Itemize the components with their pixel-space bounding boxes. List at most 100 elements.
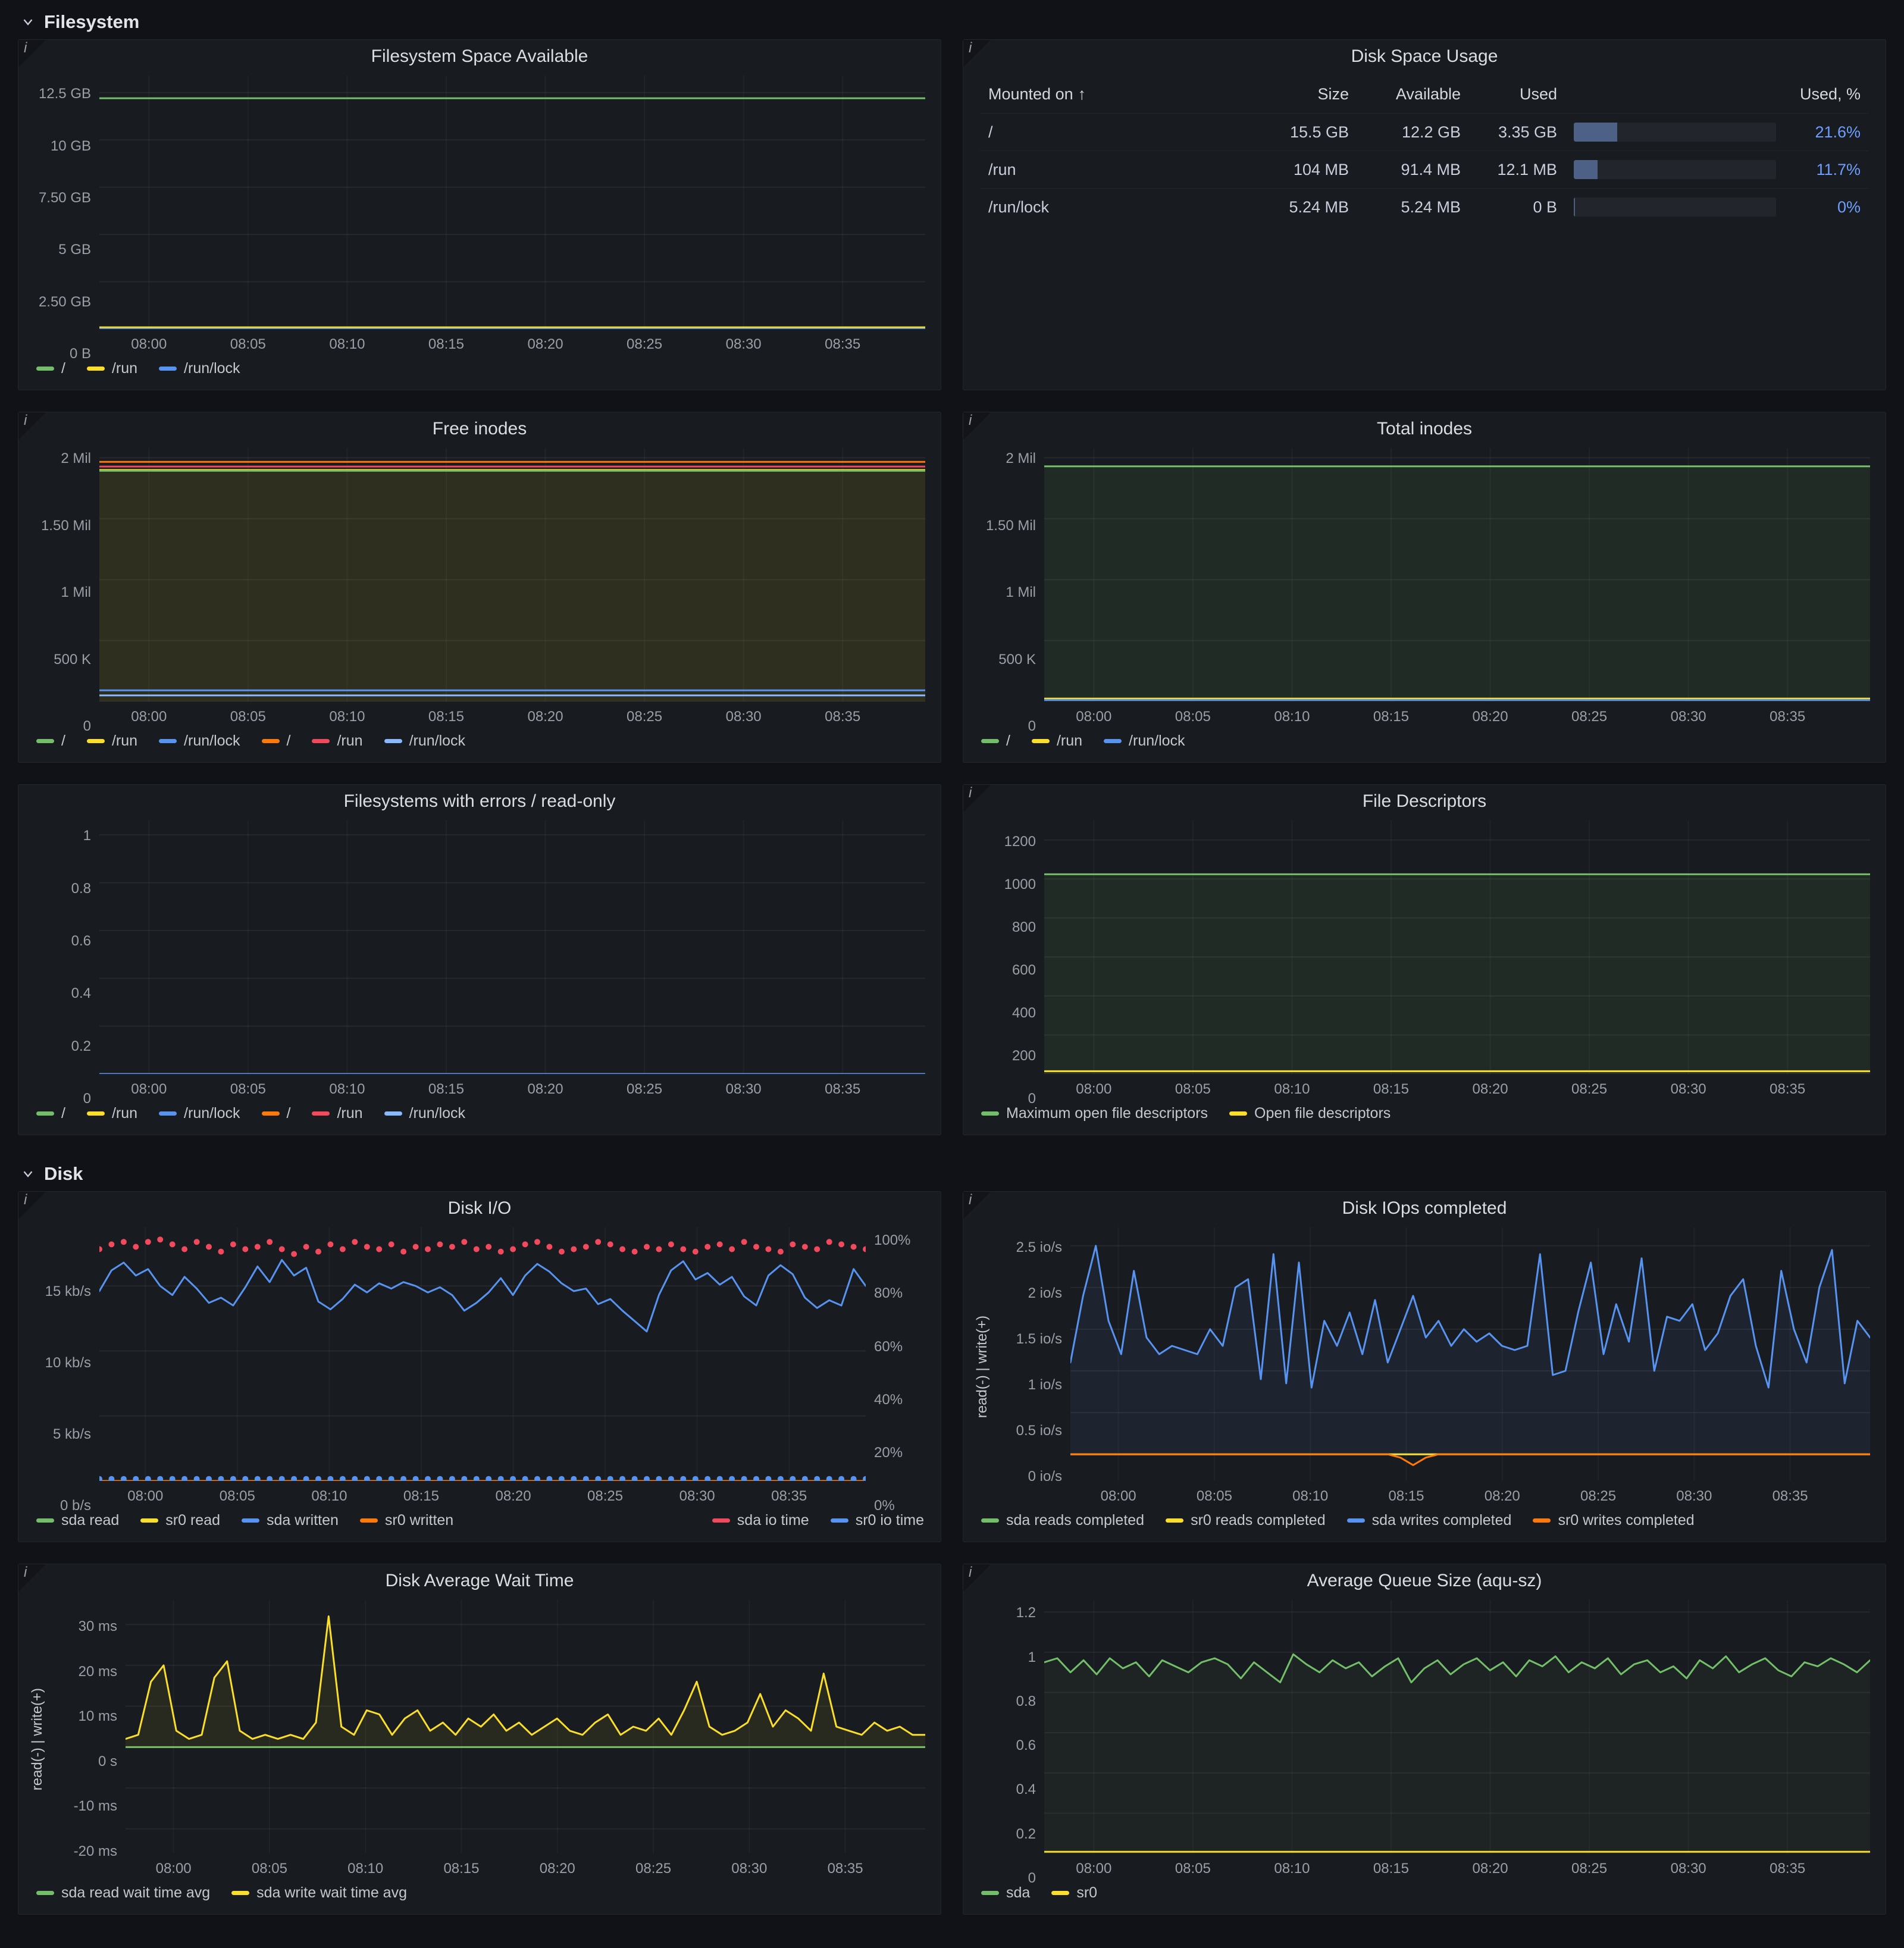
x-tick-label: 08:20 (1472, 1861, 1508, 1877)
legend-label: sda io time (737, 1512, 809, 1529)
panel-title[interactable]: File Descriptors (1362, 791, 1487, 811)
legend-item[interactable]: /run (86, 1105, 137, 1122)
column-header-used-pct[interactable]: Used, % (1799, 85, 1861, 103)
legend-item[interactable]: /run/lock (384, 732, 465, 750)
legend-item[interactable]: sda (981, 1884, 1030, 1902)
y-tick-label: -10 ms (73, 1798, 117, 1815)
panel-info-icon[interactable]: i (18, 40, 46, 67)
chart-plot[interactable] (1044, 448, 1870, 701)
y-axis-right: 0% 20% 40% 60% 80% 100% (866, 1227, 925, 1514)
legend-item[interactable]: Open file descriptors (1229, 1105, 1391, 1122)
legend-item[interactable]: / (36, 360, 65, 377)
legend-item[interactable]: /run/lock (159, 360, 240, 377)
chart-plot[interactable] (99, 820, 925, 1074)
chart-plot[interactable] (1044, 820, 1870, 1074)
legend-item[interactable]: / (981, 732, 1010, 750)
legend-item[interactable]: Maximum open file descriptors (981, 1105, 1208, 1122)
chart-plot[interactable] (126, 1600, 925, 1853)
x-tick-label: 08:35 (1772, 1488, 1808, 1504)
cell-used-gauge (1565, 151, 1784, 189)
legend-item[interactable]: sda reads completed (981, 1512, 1144, 1529)
x-tick-label: 08:35 (827, 1861, 863, 1877)
panel-info-icon[interactable]: i (963, 1192, 991, 1219)
chart-plot[interactable] (99, 448, 925, 701)
x-tick-label: 08:10 (329, 1081, 365, 1097)
panel-info-icon[interactable]: i (18, 1564, 46, 1592)
panel-title[interactable]: Disk Average Wait Time (385, 1571, 574, 1590)
legend-item[interactable]: /run/lock (1104, 732, 1185, 750)
legend-item[interactable]: sr0 read (140, 1512, 220, 1529)
x-tick-label: 08:20 (539, 1861, 575, 1877)
panel-title[interactable]: Disk I/O (447, 1198, 512, 1218)
legend-item[interactable]: / (36, 1105, 65, 1122)
legend-item[interactable]: /run/lock (159, 732, 240, 750)
column-header-size[interactable]: Size (1317, 85, 1349, 103)
x-tick-label: 08:15 (1373, 1081, 1409, 1097)
legend-swatch (1533, 1518, 1551, 1523)
chart-body: 0 B 2.50 GB 5 GB 7.50 GB 10 GB 12.5 GB 08:00 0… (18, 73, 941, 362)
y-tick-label: 0.4 (71, 985, 91, 1002)
legend-item[interactable]: sr0 reads completed (1166, 1512, 1326, 1529)
x-tick-label: 08:15 (443, 1861, 480, 1877)
legend-swatch (36, 1891, 54, 1895)
chart-plot[interactable] (1070, 1227, 1870, 1481)
chart-plot[interactable] (99, 76, 925, 329)
legend-item[interactable]: /run/lock (384, 1105, 465, 1122)
y-axis: 0 0.2 0.4 0.6 0.8 1 (24, 820, 99, 1107)
panel-title[interactable]: Total inodes (1376, 419, 1473, 439)
cell-available: 5.24 MB (1357, 188, 1469, 226)
legend-item[interactable]: sr0 (1051, 1884, 1097, 1902)
cell-mounted-on: / (980, 113, 1255, 151)
panel-info-icon[interactable]: i (963, 785, 991, 812)
column-header-available[interactable]: Available (1395, 85, 1461, 103)
panel-title[interactable]: Average Queue Size (aqu-sz) (1307, 1571, 1542, 1590)
legend-item[interactable]: sda write wait time avg (231, 1884, 407, 1902)
column-header-mounted-on[interactable]: Mounted on ↑ (988, 85, 1086, 103)
chart-plot[interactable] (99, 1227, 866, 1481)
legend-item[interactable]: sda read wait time avg (36, 1884, 210, 1902)
panel-title[interactable]: Disk IOps completed (1342, 1198, 1507, 1218)
x-tick-label: 08:25 (1571, 709, 1608, 725)
panel-info-icon[interactable]: i (963, 40, 991, 67)
legend-item[interactable]: sr0 io time (830, 1512, 924, 1529)
section-filesystem[interactable]: Filesystem (20, 5, 1886, 39)
legend-item[interactable]: sda writes completed (1346, 1512, 1511, 1529)
panel-free-inodes: i Free inodes 0 500 K 1 Mil 1.50 Mil 2 Mil 0… (18, 412, 941, 763)
panel-info-icon[interactable]: i (18, 412, 46, 440)
x-tick-label: 08:00 (155, 1861, 192, 1877)
table-row: /run 104 MB 91.4 MB 12.1 MB 11.7% (980, 151, 1869, 189)
legend-item[interactable]: /run (312, 732, 363, 750)
legend-label: / (61, 360, 65, 377)
panel-info-icon[interactable]: i (963, 412, 991, 440)
panel-info-icon[interactable]: i (18, 1192, 46, 1219)
legend-item[interactable]: /run (1031, 732, 1082, 750)
legend-item[interactable]: /run (312, 1105, 363, 1122)
legend-item[interactable]: sda read (36, 1512, 119, 1529)
panel-title[interactable]: Free inodes (432, 419, 527, 439)
legend-label: sda read wait time avg (61, 1884, 211, 1901)
panel-title[interactable]: Filesystems with errors / read-only (343, 791, 616, 811)
legend-item[interactable]: /run (86, 732, 137, 750)
legend-item[interactable]: sr0 written (359, 1512, 453, 1529)
column-header-used[interactable]: Used (1519, 85, 1557, 103)
legend-item[interactable]: / (36, 732, 65, 750)
chart-body: 0 b/s 5 kb/s 10 kb/s 15 kb/s 08:00 08:05 08:1… (18, 1225, 941, 1514)
gauge-fill (1574, 160, 1598, 179)
legend-item[interactable]: /run (86, 360, 137, 377)
legend-item[interactable]: sda io time (712, 1512, 809, 1529)
legend-label: Open file descriptors (1254, 1105, 1391, 1122)
legend-item[interactable]: sda written (242, 1512, 339, 1529)
legend-item[interactable]: / (261, 732, 290, 750)
x-axis: 08:00 08:05 08:10 08:15 08:20 08:25 08:30 08:35 (1044, 1853, 1870, 1878)
legend-item[interactable]: sr0 writes completed (1533, 1512, 1695, 1529)
panel-title[interactable]: Disk Space Usage (1351, 46, 1498, 66)
panel-title[interactable]: Filesystem Space Available (371, 46, 588, 66)
chart-plot[interactable] (1044, 1600, 1870, 1853)
legend-item[interactable]: / (261, 1105, 290, 1122)
legend-label: sr0 writes completed (1558, 1512, 1695, 1529)
legend-item[interactable]: /run/lock (159, 1105, 240, 1122)
legend-swatch (1031, 739, 1050, 743)
section-disk[interactable]: Disk (20, 1157, 1886, 1191)
panel-info-icon[interactable]: i (963, 1564, 991, 1592)
